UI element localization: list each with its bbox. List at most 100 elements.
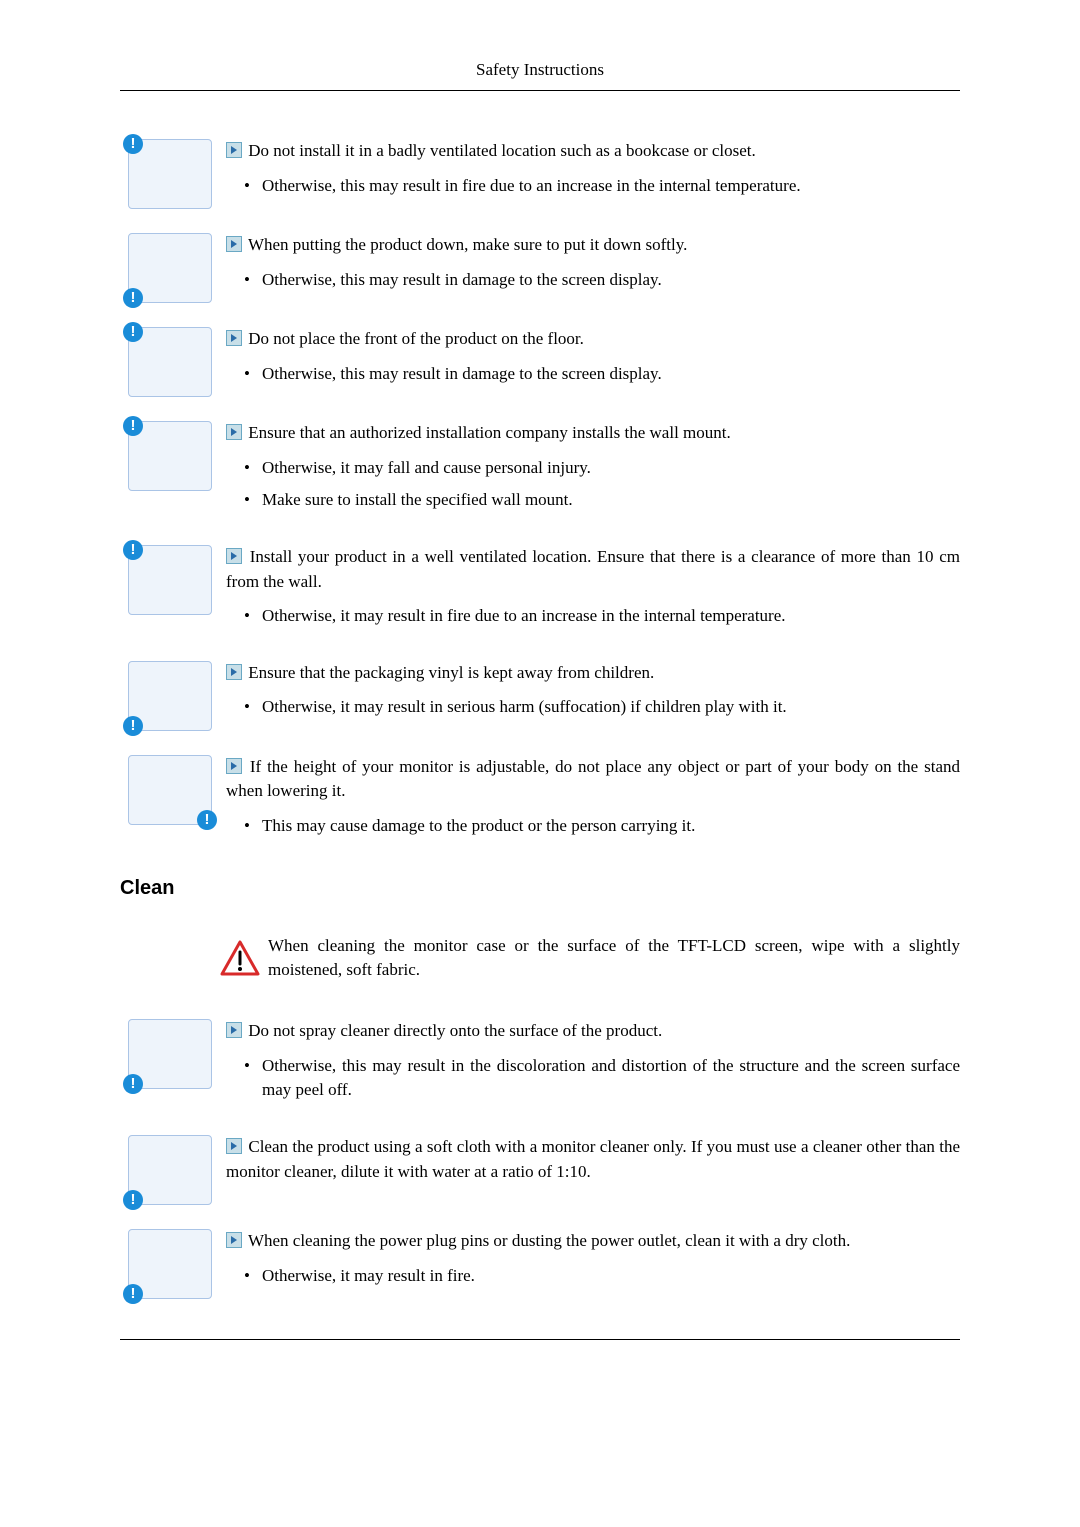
instruction-illustration: ! — [120, 1229, 220, 1299]
instruction-lead-text: Do not place the front of the product on… — [244, 329, 584, 348]
cleanItems-block: ! When cleaning the power plug pins or d… — [120, 1229, 960, 1299]
items-block: ! Ensure that an authorized installation… — [120, 421, 960, 521]
instruction-lead-text: Do not spray cleaner directly onto the s… — [244, 1021, 662, 1040]
bullet-arrow-icon — [226, 548, 242, 564]
instruction-text: Ensure that the packaging vinyl is kept … — [220, 661, 960, 728]
instruction-sublist: Otherwise, it may result in serious harm… — [226, 695, 960, 720]
instruction-text: Do not place the front of the product on… — [220, 327, 960, 394]
instruction-subitem: Otherwise, it may result in serious harm… — [244, 695, 960, 720]
instruction-text: Install your product in a well ventilate… — [220, 545, 960, 637]
instruction-lead-text: Ensure that the packaging vinyl is kept … — [244, 663, 654, 682]
clean-intro-text: When cleaning the monitor case or the su… — [268, 934, 960, 983]
instruction-lead: Install your product in a well ventilate… — [226, 545, 960, 594]
instruction-text: Do not install it in a badly ventilated … — [220, 139, 960, 206]
instruction-sublist: Otherwise, it may result in fire. — [226, 1264, 960, 1289]
illustration-placeholder: ! — [128, 139, 212, 209]
instruction-lead: Do not spray cleaner directly onto the s… — [226, 1019, 960, 1044]
instruction-subitem: This may cause damage to the product or … — [244, 814, 960, 839]
bullet-arrow-icon — [226, 330, 242, 346]
items-block: ! If the height of your monitor is adjus… — [120, 755, 960, 847]
instruction-sublist: Otherwise, it may result in fire due to … — [226, 604, 960, 629]
instruction-illustration: ! — [120, 139, 220, 209]
instruction-sublist: Otherwise, this may result in fire due t… — [226, 174, 960, 199]
items-block: ! Do not place the front of the product … — [120, 327, 960, 397]
bullet-arrow-icon — [226, 142, 242, 158]
caution-dot-icon: ! — [123, 1190, 143, 1210]
bullet-arrow-icon — [226, 1138, 242, 1154]
section-title-clean: Clean — [120, 877, 960, 900]
instruction-text: Ensure that an authorized installation c… — [220, 421, 960, 521]
instruction-subitem: Otherwise, this may result in the discol… — [244, 1054, 960, 1103]
illustration-placeholder: ! — [128, 755, 212, 825]
instruction-illustration: ! — [120, 233, 220, 303]
items-block: ! Install your product in a well ventila… — [120, 545, 960, 637]
instruction-text: When putting the product down, make sure… — [220, 233, 960, 300]
instruction-lead: If the height of your monitor is adjusta… — [226, 755, 960, 804]
installation-instructions: ! Do not install it in a badly ventilate… — [120, 139, 960, 847]
instruction-text: Do not spray cleaner directly onto the s… — [220, 1019, 960, 1111]
instruction-illustration: ! — [120, 1135, 220, 1205]
instruction-lead: Clean the product using a soft cloth wit… — [226, 1135, 960, 1184]
instruction-illustration: ! — [120, 755, 220, 825]
bullet-arrow-icon — [226, 664, 242, 680]
instruction-lead: When cleaning the power plug pins or dus… — [226, 1229, 960, 1254]
instruction-illustration: ! — [120, 1019, 220, 1089]
instruction-subitem: Otherwise, this may result in fire due t… — [244, 174, 960, 199]
caution-dot-icon: ! — [123, 322, 143, 342]
illustration-placeholder: ! — [128, 1229, 212, 1299]
instruction-sublist: Otherwise, it may fall and cause persona… — [226, 456, 960, 513]
instruction-sublist: This may cause damage to the product or … — [226, 814, 960, 839]
caution-dot-icon: ! — [123, 134, 143, 154]
instruction-lead-text: When cleaning the power plug pins or dus… — [244, 1231, 850, 1250]
instruction-lead-text: Ensure that an authorized installation c… — [244, 423, 731, 442]
instruction-lead-text: Clean the product using a soft cloth wit… — [226, 1137, 960, 1181]
instruction-text: When cleaning the power plug pins or dus… — [220, 1229, 960, 1296]
cleanItems-block: ! Do not spray cleaner directly onto the… — [120, 1019, 960, 1111]
caution-dot-icon: ! — [123, 416, 143, 436]
instruction-sublist: Otherwise, this may result in damage to … — [226, 268, 960, 293]
clean-intro-row: When cleaning the monitor case or the su… — [220, 934, 960, 983]
caution-dot-icon: ! — [197, 810, 217, 830]
illustration-placeholder: ! — [128, 545, 212, 615]
footer-rule — [120, 1339, 960, 1340]
instruction-lead-text: Do not install it in a badly ventilated … — [244, 141, 756, 160]
instruction-lead: Do not place the front of the product on… — [226, 327, 960, 352]
instruction-lead: When putting the product down, make sure… — [226, 233, 960, 258]
items-block: ! When putting the product down, make su… — [120, 233, 960, 303]
cleanItems-block: ! Clean the product using a soft cloth w… — [120, 1135, 960, 1205]
illustration-placeholder: ! — [128, 1135, 212, 1205]
bullet-arrow-icon — [226, 1232, 242, 1248]
bullet-arrow-icon — [226, 1022, 242, 1038]
warning-triangle-icon — [220, 940, 260, 976]
caution-dot-icon: ! — [123, 540, 143, 560]
instruction-illustration: ! — [120, 545, 220, 615]
illustration-placeholder: ! — [128, 421, 212, 491]
bullet-arrow-icon — [226, 236, 242, 252]
instruction-lead-text: If the height of your monitor is adjusta… — [226, 757, 960, 801]
instruction-text: If the height of your monitor is adjusta… — [220, 755, 960, 847]
instruction-lead: Ensure that the packaging vinyl is kept … — [226, 661, 960, 686]
caution-dot-icon: ! — [123, 1074, 143, 1094]
instruction-subitem: Otherwise, this may result in damage to … — [244, 362, 960, 387]
instruction-illustration: ! — [120, 661, 220, 731]
illustration-placeholder: ! — [128, 327, 212, 397]
caution-dot-icon: ! — [123, 288, 143, 308]
instruction-subitem: Otherwise, it may result in fire. — [244, 1264, 960, 1289]
instruction-subitem: Make sure to install the specified wall … — [244, 488, 960, 513]
instruction-lead-text: When putting the product down, make sure… — [244, 235, 687, 254]
illustration-placeholder: ! — [128, 1019, 212, 1089]
instruction-subitem: Otherwise, it may fall and cause persona… — [244, 456, 960, 481]
instruction-lead: Ensure that an authorized installation c… — [226, 421, 960, 446]
bullet-arrow-icon — [226, 424, 242, 440]
caution-dot-icon: ! — [123, 716, 143, 736]
instruction-text: Clean the product using a soft cloth wit… — [220, 1135, 960, 1194]
instruction-subitem: Otherwise, this may result in damage to … — [244, 268, 960, 293]
instruction-illustration: ! — [120, 327, 220, 397]
caution-dot-icon: ! — [123, 1284, 143, 1304]
instruction-sublist: Otherwise, this may result in damage to … — [226, 362, 960, 387]
cleaning-instructions: ! Do not spray cleaner directly onto the… — [120, 1019, 960, 1299]
bullet-arrow-icon — [226, 758, 242, 774]
illustration-placeholder: ! — [128, 661, 212, 731]
instruction-subitem: Otherwise, it may result in fire due to … — [244, 604, 960, 629]
items-block: ! Ensure that the packaging vinyl is kep… — [120, 661, 960, 731]
